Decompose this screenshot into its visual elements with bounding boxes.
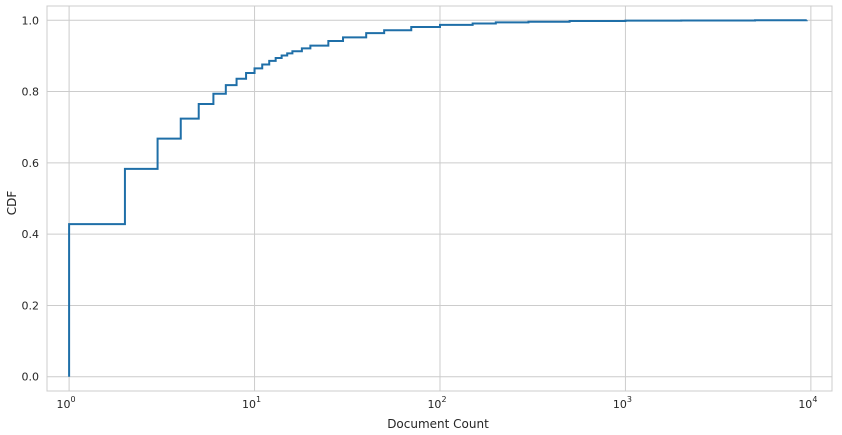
x-tick-label: 101: [242, 395, 261, 411]
y-tick-labels: 0.0 0.2 0.4 0.6 0.8 1.0: [22, 14, 40, 383]
y-tick-label: 0.8: [22, 86, 40, 99]
y-axis-title: CDF: [5, 191, 19, 216]
cdf-series-line: [68, 19, 808, 377]
x-tick-label: 100: [57, 395, 76, 411]
x-tick-label: 102: [427, 395, 446, 411]
y-tick-label: 0.4: [22, 228, 40, 241]
y-tick-label: 0.2: [22, 299, 40, 312]
x-tick-label: 103: [613, 395, 632, 411]
y-tick-label: 0.6: [22, 157, 40, 170]
x-axis-title: Document Count: [387, 417, 489, 431]
y-tick-label: 0.0: [22, 371, 40, 384]
x-tick-labels: 100 101 102 103 104: [57, 395, 818, 411]
y-gridlines: [47, 19, 832, 378]
x-tick-label: 104: [798, 395, 817, 411]
y-tick-label: 1.0: [22, 14, 40, 27]
